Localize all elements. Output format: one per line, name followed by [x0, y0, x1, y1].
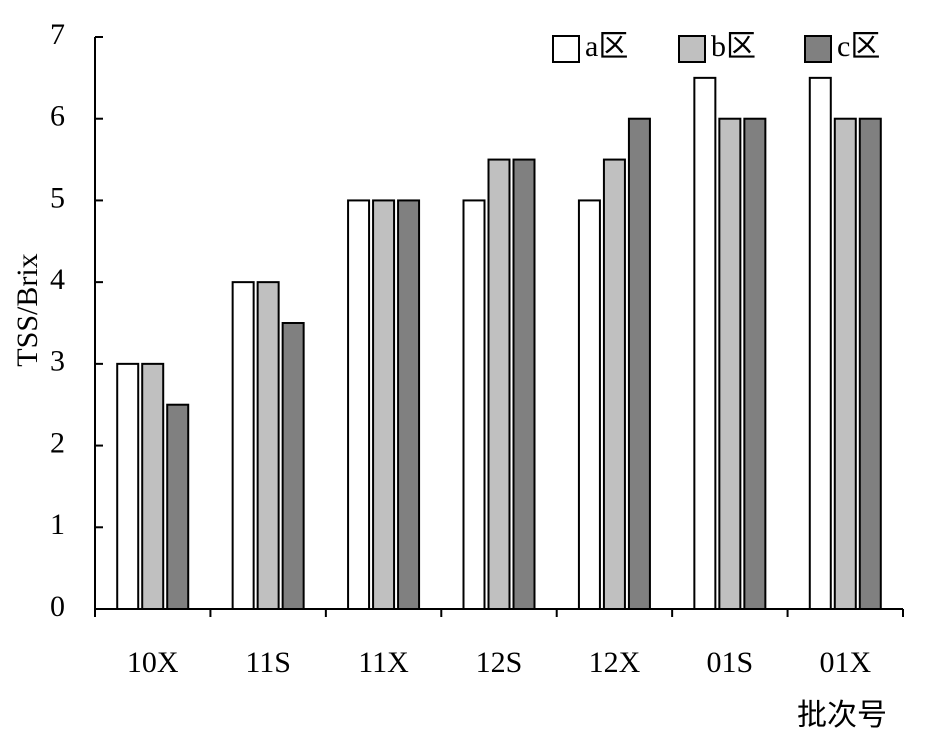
legend-label: a区	[585, 30, 628, 63]
x-tick-label: 12X	[589, 646, 641, 679]
x-tick-label: 01X	[819, 646, 871, 679]
bar	[743, 117, 767, 610]
bar	[487, 158, 511, 610]
x-tick-label: 12S	[476, 646, 523, 679]
bar	[462, 199, 486, 611]
y-tick-label: 4	[50, 263, 65, 296]
bar	[693, 76, 717, 611]
legend-label: c区	[837, 30, 880, 63]
legend-swatch	[552, 35, 580, 63]
bar	[858, 117, 882, 610]
y-axis-label: TSS/Brix	[11, 253, 44, 366]
bar	[577, 199, 601, 611]
bar	[116, 362, 140, 610]
bar	[512, 158, 536, 610]
bar	[231, 281, 255, 610]
y-tick-label: 1	[50, 508, 65, 541]
bar	[718, 117, 742, 610]
bar	[808, 76, 832, 611]
bar	[166, 403, 190, 611]
y-tick-label: 3	[50, 345, 65, 378]
bar	[347, 199, 371, 611]
y-tick-label: 2	[50, 426, 65, 459]
bar	[833, 117, 857, 610]
bar	[281, 322, 305, 610]
y-tick-label: 6	[50, 100, 65, 133]
y-tick-label: 7	[50, 18, 65, 51]
bar	[627, 117, 651, 610]
x-tick-label: 11S	[245, 646, 291, 679]
x-axis-label: 批次号	[797, 699, 887, 732]
bar	[256, 281, 280, 610]
bar	[397, 199, 421, 611]
x-tick-label: 01S	[707, 646, 754, 679]
x-tick-label: 11X	[358, 646, 409, 679]
x-tick-label: 10X	[127, 646, 179, 679]
legend-swatch	[804, 35, 832, 63]
legend-swatch	[678, 35, 706, 63]
bar	[602, 158, 626, 610]
y-tick-label: 0	[50, 590, 65, 623]
legend-label: b区	[711, 30, 756, 63]
y-tick-label: 5	[50, 181, 65, 214]
bar	[372, 199, 396, 611]
bar	[141, 362, 165, 610]
